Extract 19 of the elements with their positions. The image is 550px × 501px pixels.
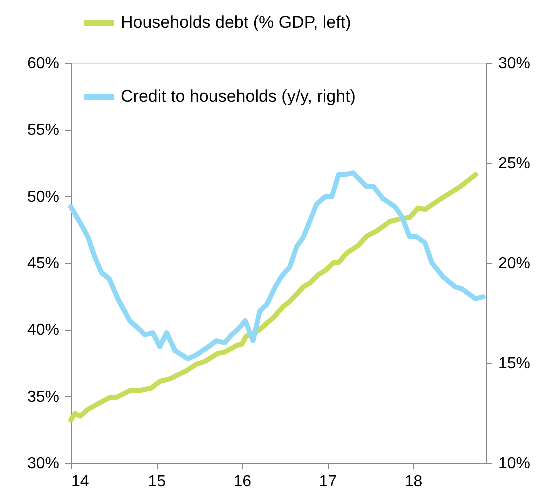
y-tick-label: 35%	[27, 388, 60, 406]
y2-tick-label: 10%	[498, 456, 531, 472]
x-tick-label: 18	[404, 474, 423, 490]
y-tick-label: 55%	[27, 122, 60, 140]
x-tick-label: 17	[319, 474, 338, 490]
y2-tick-label: 20%	[498, 256, 531, 272]
y-tick-label: 30%	[27, 456, 60, 472]
y2-tick-label: 25%	[498, 156, 531, 172]
x-tick-label: 16	[234, 474, 252, 490]
legend-label: Credit to households (y/y, right)	[121, 87, 356, 106]
legend-label: Households debt (% GDP, left)	[121, 13, 352, 32]
y-tick-label: 60%	[27, 56, 60, 72]
y-tick-label: 40%	[27, 322, 60, 340]
y-tick-label: 50%	[27, 188, 60, 206]
x-tick-label: 15	[148, 474, 166, 490]
y2-tick-label: 30%	[498, 56, 531, 72]
y2-tick-label: 15%	[498, 356, 531, 372]
y-tick-label: 45%	[27, 256, 60, 272]
x-tick-label: 14	[72, 474, 90, 490]
